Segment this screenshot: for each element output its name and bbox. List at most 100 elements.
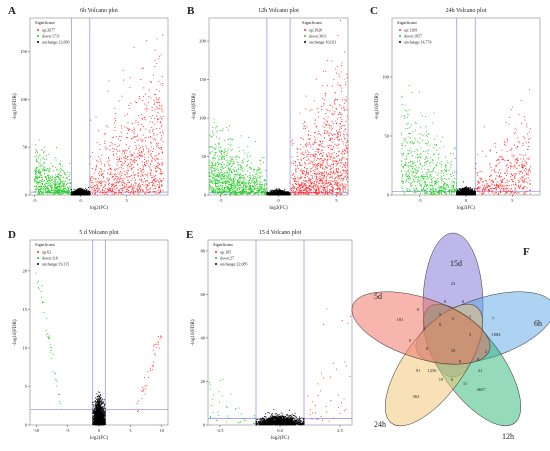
point-down <box>43 158 45 161</box>
point-down <box>231 179 233 181</box>
point-up <box>121 182 123 184</box>
point-up <box>337 133 340 135</box>
point-down <box>247 186 249 188</box>
point-up <box>323 122 325 124</box>
point-up <box>334 110 336 112</box>
point-up <box>129 194 131 196</box>
point-down <box>215 175 217 177</box>
point-up <box>344 108 346 111</box>
point-up <box>155 193 157 195</box>
point-up <box>139 186 141 188</box>
point-up <box>131 160 133 162</box>
point-up <box>331 175 333 177</box>
point-up <box>160 139 162 141</box>
point-up <box>302 190 304 192</box>
point-up <box>90 186 92 189</box>
point-up <box>339 20 341 22</box>
point-up <box>144 137 146 139</box>
point-up <box>337 151 339 153</box>
point-up <box>95 192 97 194</box>
point-up <box>329 145 331 147</box>
point-up <box>329 104 331 106</box>
point-up <box>301 159 303 161</box>
point-down <box>54 192 56 194</box>
point-up <box>105 148 107 150</box>
point-up <box>305 142 307 145</box>
point-up <box>339 158 341 160</box>
point-up <box>139 154 141 156</box>
point-up <box>107 161 109 163</box>
point-down <box>221 192 223 194</box>
point-down <box>40 193 42 195</box>
point-up <box>138 152 140 154</box>
point-down <box>229 145 232 147</box>
point-down <box>53 178 55 180</box>
point-up <box>316 180 318 182</box>
point-down <box>56 190 58 192</box>
point-down <box>266 189 268 191</box>
point-up <box>316 163 319 165</box>
point-down <box>67 186 69 188</box>
point-down <box>227 181 229 183</box>
point-up <box>123 157 125 159</box>
point-up <box>318 111 320 113</box>
point-up <box>144 192 146 194</box>
point-up <box>122 193 124 195</box>
point-up <box>301 164 303 166</box>
point-up <box>160 116 162 118</box>
point-down <box>234 162 236 164</box>
point-up <box>337 162 339 164</box>
point-up <box>342 189 344 191</box>
point-down <box>34 155 36 158</box>
point-up <box>118 167 120 169</box>
point-up <box>119 173 121 175</box>
point-up <box>125 183 127 185</box>
point-up <box>130 151 132 153</box>
point-up <box>144 119 146 121</box>
point-up <box>152 138 154 140</box>
point-up <box>336 138 339 140</box>
point-up <box>308 163 310 165</box>
point-up <box>333 133 335 135</box>
point-up <box>94 178 96 180</box>
point-up <box>337 34 339 37</box>
point-down <box>34 171 37 173</box>
point-up <box>161 152 164 154</box>
point-up <box>327 124 329 126</box>
point-up <box>156 144 158 146</box>
point-down <box>243 170 245 172</box>
point-up <box>317 133 319 135</box>
point-down <box>41 191 43 193</box>
point-down <box>58 194 60 196</box>
point-down <box>59 183 61 185</box>
point-up <box>150 169 152 171</box>
point-up <box>314 142 316 144</box>
point-up <box>158 186 160 188</box>
point-up <box>337 114 339 116</box>
point-up <box>307 173 309 175</box>
x-axis-label: log2(FC) <box>90 206 109 211</box>
point-up <box>117 177 120 179</box>
point-down <box>211 173 214 175</box>
point-up <box>138 185 140 187</box>
point-down <box>45 178 48 180</box>
point-up <box>157 193 160 195</box>
point-up <box>342 153 344 155</box>
point-up <box>132 174 134 176</box>
point-down <box>231 188 234 191</box>
point-up <box>98 189 100 191</box>
point-up <box>132 159 134 161</box>
point-down <box>244 190 246 192</box>
point-up <box>345 188 347 190</box>
point-up <box>142 95 144 98</box>
point-down <box>220 177 222 179</box>
point-up <box>119 144 121 146</box>
point-up <box>129 166 131 168</box>
point-up <box>155 186 157 188</box>
point-down <box>260 187 262 189</box>
point-up <box>99 143 101 145</box>
point-down <box>44 146 46 148</box>
point-up <box>325 124 327 126</box>
point-up <box>99 183 102 185</box>
point-up <box>310 174 312 176</box>
